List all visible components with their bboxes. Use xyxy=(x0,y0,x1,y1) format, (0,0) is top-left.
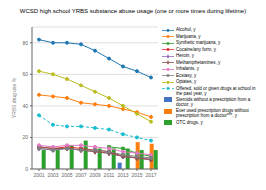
svg-text:2009: 2009 xyxy=(89,172,100,178)
html-text:Inhalants, y: Inhalants, y xyxy=(176,66,199,71)
svg-text:2005: 2005 xyxy=(61,172,72,178)
svg-text:40: 40 xyxy=(22,103,28,109)
svg-text:2003: 2003 xyxy=(47,172,58,178)
html-text:Cocaine/any form, y: Cocaine/any form, y xyxy=(176,46,216,52)
svg-text:YRBS drug use %: YRBS drug use % xyxy=(11,77,17,118)
html-text:Opiates, y: Opiates, y xyxy=(176,79,197,84)
svg-text:2011: 2011 xyxy=(104,172,115,178)
svg-text:2001: 2001 xyxy=(33,172,44,178)
svg-text:0: 0 xyxy=(25,166,28,172)
html-text:Heroin, y: Heroin, y xyxy=(176,53,194,58)
html-text:Steroids without a prescriptio: Steroids without a prescription from a d… xyxy=(176,96,251,107)
html-text:Alcohol, y: Alcohol, y xyxy=(176,27,196,32)
html-text:Methamphetamines, y: Methamphetamines, y xyxy=(176,59,221,65)
svg-text:2013: 2013 xyxy=(117,172,128,178)
html-text:WCSD high school YRBS substanc: WCSD high school YRBS substance abuse us… xyxy=(19,8,247,14)
html-text:Synthetic marijuana, y: Synthetic marijuana, y xyxy=(176,40,221,45)
html-text:Offered, sold or given drugs a: Offered, sold or given drugs at school i… xyxy=(176,85,256,96)
svg-text:2015: 2015 xyxy=(131,172,142,178)
html-text:Marijuana, y: Marijuana, y xyxy=(176,33,201,39)
svg-text:2017: 2017 xyxy=(145,172,156,178)
svg-text:20: 20 xyxy=(22,134,28,140)
html-text:OTC drugs, y: OTC drugs, y xyxy=(176,119,203,125)
svg-text:2007: 2007 xyxy=(75,172,86,178)
html-text:Ever used prescription drugs w: Ever used prescription drugs without pre… xyxy=(176,108,249,119)
html-text:Ecstasy, y: Ecstasy, y xyxy=(176,72,197,78)
svg-text:80: 80 xyxy=(22,40,28,46)
svg-text:60: 60 xyxy=(22,71,28,77)
